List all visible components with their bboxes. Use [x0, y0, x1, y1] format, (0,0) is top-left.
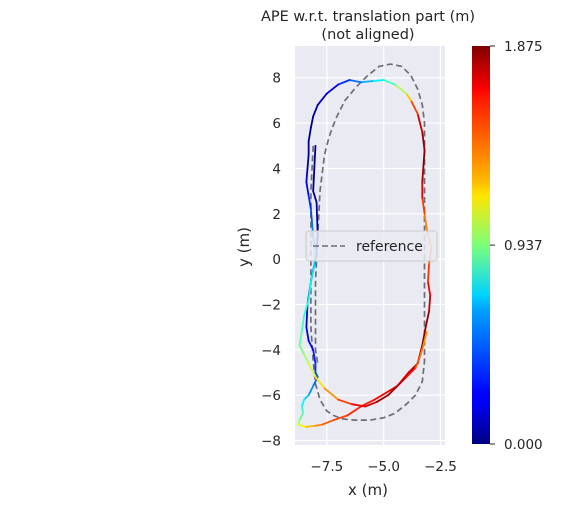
trajectory-segment	[298, 330, 303, 347]
trajectory-segment	[410, 99, 419, 115]
trajectory-segment	[332, 414, 349, 421]
trajectory-segment	[313, 144, 317, 170]
y-axis-label: y (m)	[235, 227, 253, 267]
y-tick-label: −2	[261, 297, 281, 313]
trajectory-segment	[312, 190, 318, 204]
x-axis-ticks: −7.5 −5.0 −2.5	[310, 459, 456, 475]
trajectory-segment	[316, 92, 328, 106]
trajectory-segment	[422, 149, 426, 168]
x-tick-label: −2.5	[424, 459, 457, 475]
trajectory-segment	[350, 403, 367, 408]
trajectory-segment	[421, 131, 426, 152]
trajectory-segment	[382, 79, 396, 86]
trajectory-segment	[394, 83, 408, 95]
trajectory-segment	[298, 344, 305, 356]
trajectory-segment	[305, 303, 309, 329]
trajectory-segment	[416, 113, 424, 134]
trajectory-segment	[325, 83, 340, 95]
y-tick-label: −4	[261, 343, 281, 359]
trajectory-segment	[310, 208, 313, 224]
trajectory-segment	[303, 353, 310, 365]
trajectory-segment	[305, 424, 317, 428]
trajectory-segment	[360, 80, 374, 84]
y-axis-ticks: 8 6 4 2 0 −2 −4 −6 −8	[261, 71, 281, 450]
trajectory-segment	[306, 153, 310, 170]
y-tick-label: 2	[272, 207, 281, 223]
trajectory-segment	[396, 376, 408, 387]
chart-title-line-2: (not aligned)	[321, 27, 414, 43]
trajectory-segment	[422, 330, 428, 347]
trajectory-segment	[419, 344, 425, 358]
legend-reference-label: reference	[356, 239, 423, 255]
trajectory-segment	[405, 367, 417, 378]
colorbar-tick-label: 0.000	[504, 437, 543, 453]
trajectory-segment	[364, 401, 378, 408]
colorbar-gradient	[472, 46, 490, 444]
reference-trajectory	[310, 63, 426, 421]
trajectory-segment	[307, 280, 312, 301]
trajectory-segment	[303, 394, 310, 401]
trajectory-segment	[337, 79, 351, 86]
trajectory-segment	[314, 376, 326, 390]
trajectory-segment	[375, 394, 390, 403]
trajectory-segment	[421, 196, 426, 215]
colorbar-tick-label: 1.875	[504, 39, 543, 55]
trajectory-segment	[387, 385, 399, 397]
trajectory-segment	[428, 294, 432, 313]
trajectory-segment	[310, 265, 316, 283]
trajectory-segment	[305, 181, 310, 197]
trajectory-segment	[300, 398, 305, 408]
reference-line	[310, 63, 426, 421]
trajectory-segment	[298, 412, 304, 421]
trajectory-segment	[421, 326, 427, 347]
chart-title-line-1: APE w.r.t. translation part (m)	[261, 9, 475, 25]
trajectory-segment	[423, 212, 428, 231]
x-axis-label: x (m)	[348, 481, 388, 499]
trajectory-segment	[312, 348, 317, 365]
y-tick-label: −6	[261, 388, 281, 404]
trajectory-segment	[303, 299, 310, 317]
trajectory-segment	[305, 326, 310, 342]
trajectory-segment	[321, 419, 335, 426]
trajectory-segment	[312, 104, 319, 118]
trajectory-segment	[421, 165, 425, 183]
x-tick-label: −7.5	[310, 459, 343, 475]
trajectory-segment	[427, 280, 432, 297]
trajectory-segment	[307, 126, 312, 143]
trajectory-segment	[314, 423, 324, 427]
trajectory-segment	[414, 355, 421, 369]
colorbar-ticks: 1.875 0.937 0.000	[490, 39, 543, 453]
trajectory-segment	[310, 115, 315, 129]
trajectory-segment	[371, 79, 385, 83]
trajectory-segment	[348, 79, 362, 84]
y-tick-label: −8	[261, 433, 281, 449]
trajectory-segment	[307, 194, 312, 211]
colorbar: 1.875 0.937 0.000	[472, 39, 543, 453]
legend: reference	[305, 230, 438, 262]
legend-box	[305, 230, 438, 262]
trajectory-segment	[307, 385, 315, 397]
y-tick-label: 8	[272, 71, 281, 87]
trajectory-segment	[337, 398, 353, 406]
trajectory-segment	[312, 167, 316, 192]
trajectory-segment	[300, 405, 304, 415]
trajectory-segment	[300, 314, 305, 333]
trajectory-segment	[424, 310, 430, 329]
colorbar-tick-label: 0.937	[504, 238, 543, 254]
trajectory-segment	[323, 387, 340, 401]
trajectory-segment	[373, 391, 387, 401]
trajectory-segment	[305, 167, 309, 183]
trajectory-segment	[427, 262, 430, 283]
trajectory-segment	[405, 92, 412, 102]
trajectory-segment	[307, 339, 315, 351]
trajectory-segment	[307, 362, 317, 378]
y-tick-label: 0	[272, 252, 281, 268]
x-tick-label: −5.0	[367, 459, 400, 475]
y-tick-label: 6	[272, 116, 281, 132]
trajectory-segment	[346, 405, 362, 417]
y-tick-label: 4	[272, 161, 281, 177]
